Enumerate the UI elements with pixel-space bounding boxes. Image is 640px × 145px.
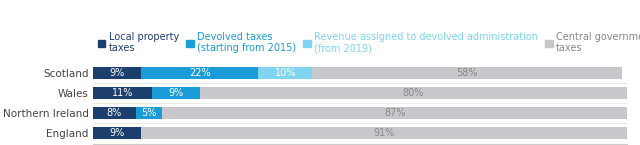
Text: 11%: 11% [111, 88, 133, 98]
Bar [312, 67, 622, 79]
Text: 9%: 9% [168, 88, 183, 98]
Text: 5%: 5% [141, 108, 157, 118]
Bar [93, 87, 152, 99]
Text: 8%: 8% [106, 108, 122, 118]
Legend: Local property
taxes, Devolved taxes
(starting from 2015), Revenue assigned to d: Local property taxes, Devolved taxes (st… [98, 32, 640, 53]
Text: 22%: 22% [189, 68, 211, 78]
Text: 80%: 80% [403, 88, 424, 98]
Text: 87%: 87% [384, 108, 406, 118]
Bar [136, 107, 163, 119]
Bar [93, 67, 141, 79]
Bar [259, 67, 312, 79]
Text: 9%: 9% [109, 128, 124, 138]
Text: 9%: 9% [109, 68, 124, 78]
Text: 10%: 10% [275, 68, 296, 78]
Bar [163, 107, 627, 119]
Bar [200, 87, 627, 99]
Bar [141, 67, 259, 79]
Bar [93, 127, 141, 139]
Text: 91%: 91% [373, 128, 395, 138]
Bar [93, 107, 136, 119]
Text: 58%: 58% [456, 68, 477, 78]
Bar [152, 87, 200, 99]
Bar [141, 127, 627, 139]
